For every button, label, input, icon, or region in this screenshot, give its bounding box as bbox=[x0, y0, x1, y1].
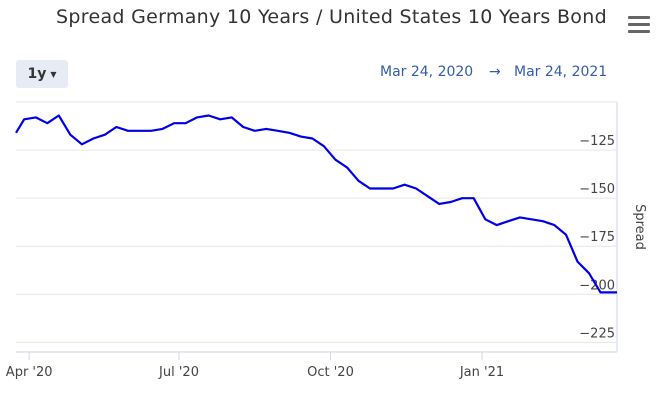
menu-bar bbox=[628, 30, 650, 33]
y-tick-label: −225 bbox=[579, 326, 615, 341]
spread-series-line bbox=[15, 114, 617, 294]
x-tick-label: Jul '20 bbox=[158, 365, 199, 380]
x-tick-label: Jan '21 bbox=[459, 365, 504, 380]
x-tick-label: Apr '20 bbox=[6, 365, 53, 380]
range-selector-label: 1y bbox=[27, 66, 47, 82]
menu-bar bbox=[628, 16, 650, 19]
menu-bar bbox=[628, 23, 650, 26]
hamburger-menu-icon[interactable] bbox=[628, 16, 650, 34]
y-axis-label: Spread bbox=[632, 204, 647, 250]
x-tick-label: Oct '20 bbox=[307, 365, 354, 380]
caret-down-icon: ▼ bbox=[50, 69, 57, 79]
x-axis: Apr '20 Jul '20 Oct '20 Jan '21 bbox=[6, 351, 617, 380]
y-tick-label: −175 bbox=[579, 230, 615, 245]
y-tick-label: −150 bbox=[579, 182, 615, 197]
grid-lines bbox=[16, 101, 617, 343]
date-to[interactable]: Mar 24, 2021 bbox=[514, 64, 608, 80]
y-axis: −225−200−175−150−125 bbox=[579, 102, 618, 352]
date-from[interactable]: Mar 24, 2020 bbox=[380, 64, 474, 80]
y-tick-label: −125 bbox=[579, 134, 615, 149]
date-range-arrow: → bbox=[489, 64, 501, 80]
range-selector-button[interactable]: 1y ▼ bbox=[16, 60, 68, 88]
chart-title: Spread Germany 10 Years / United States … bbox=[56, 6, 607, 28]
